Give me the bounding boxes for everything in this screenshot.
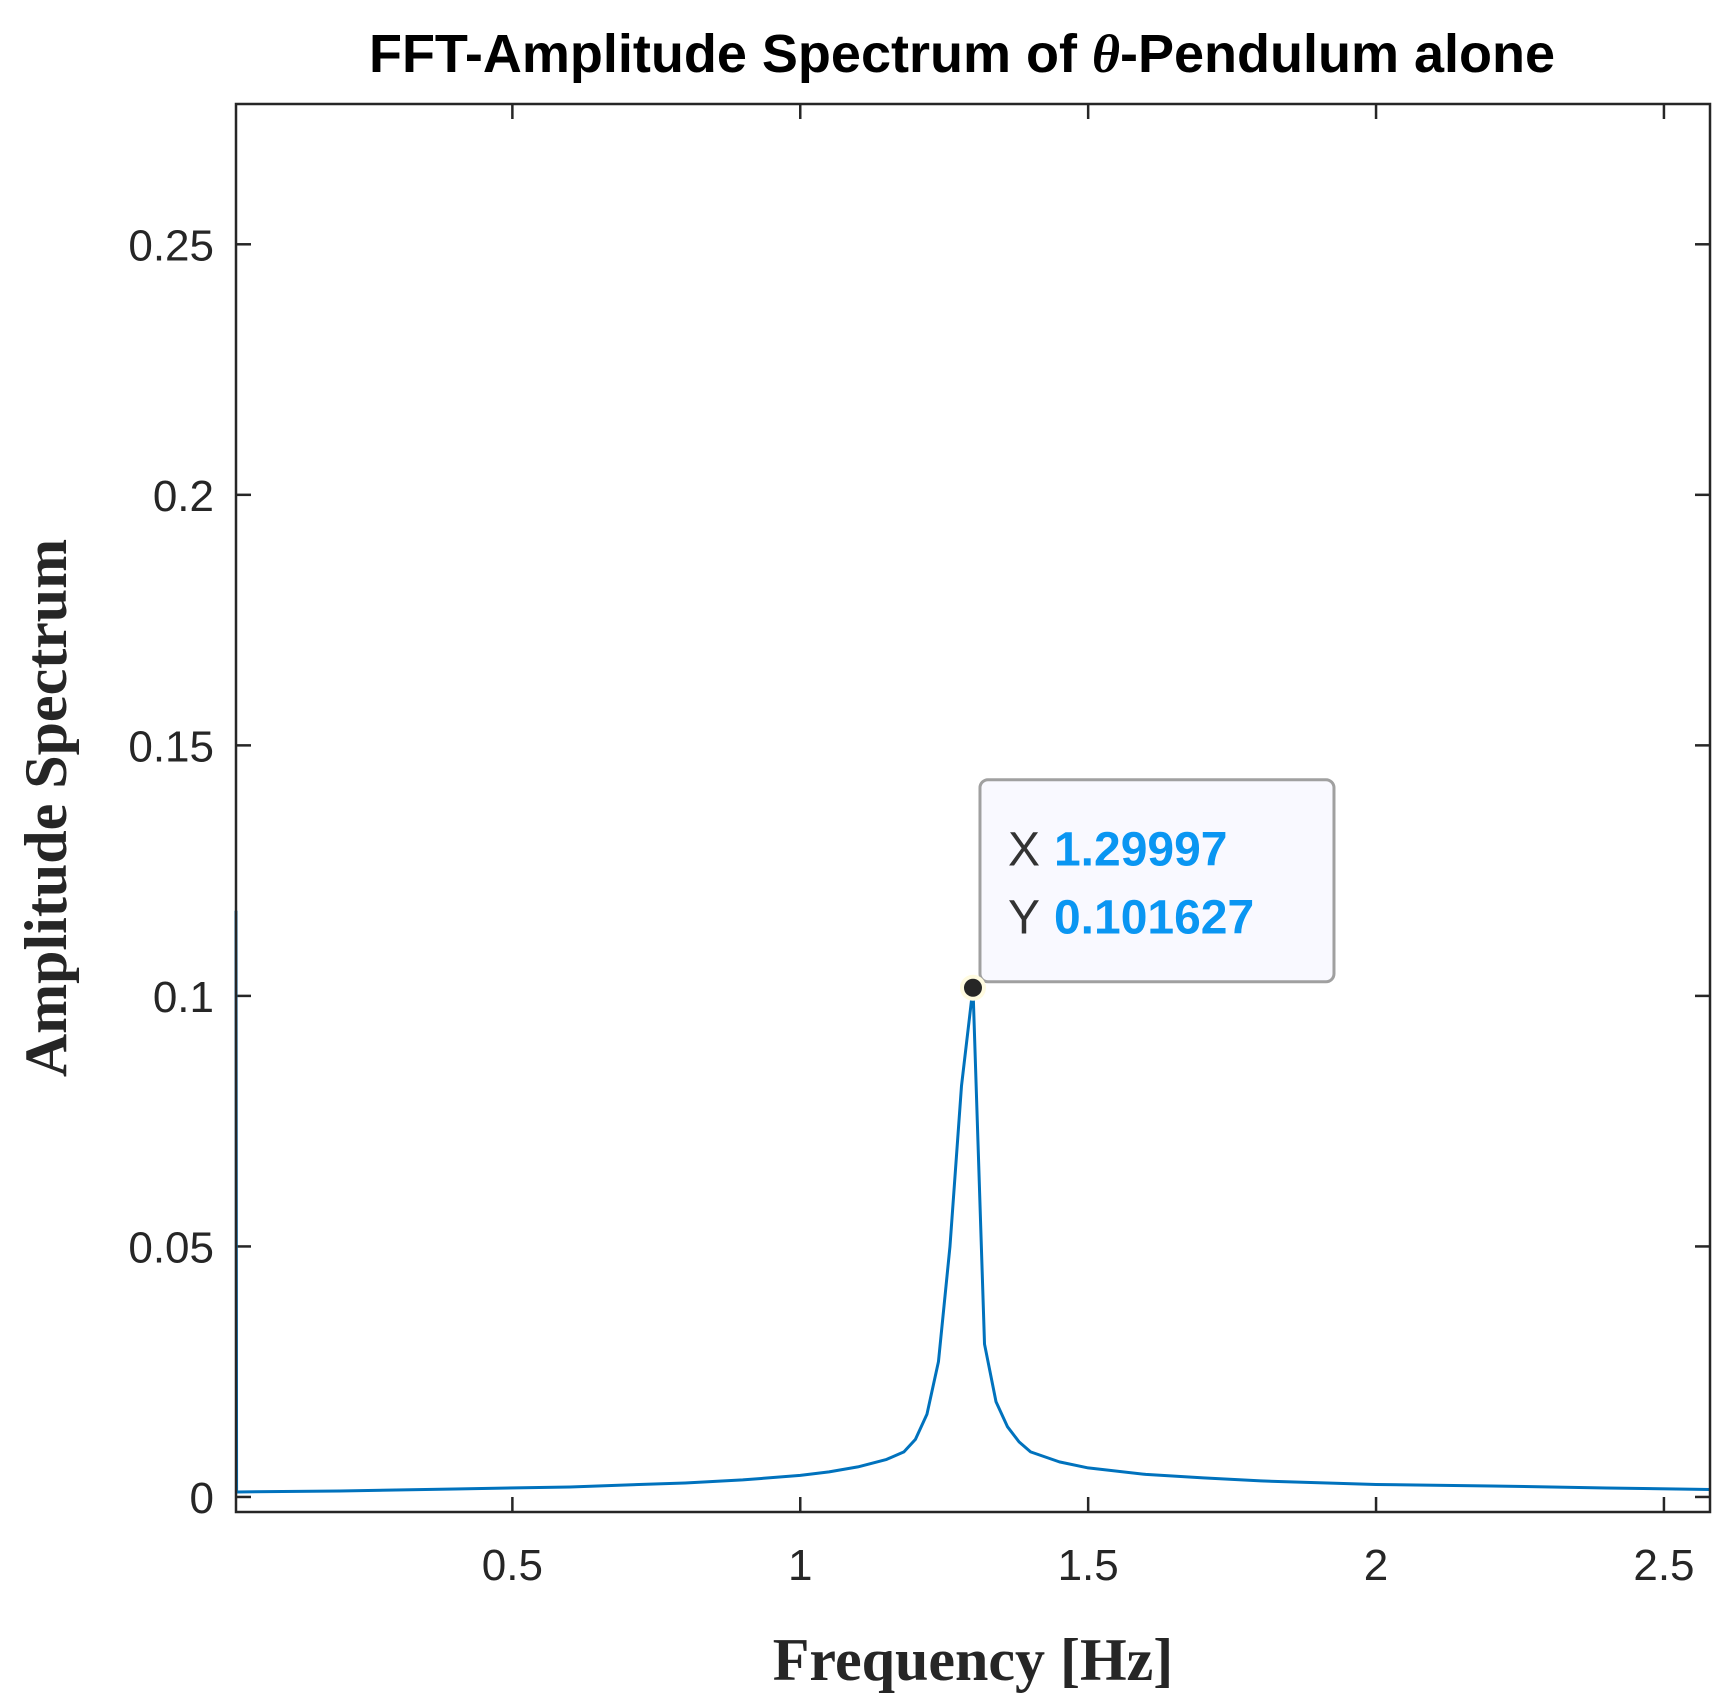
y-tick-label: 0.25 [128,221,214,270]
x-tick-label: 2 [1364,1541,1388,1590]
datatip-marker[interactable] [963,978,982,997]
y-axis-label: Amplitude Spectrum [13,539,79,1077]
x-tick-label: 0.5 [482,1541,543,1590]
y-tick-label: 0 [190,1474,214,1523]
x-tick-label: 1 [788,1541,812,1590]
datatip-x-row: X 1.29997 [1008,824,1228,877]
x-axis-label: Frequency [Hz] [773,1627,1173,1693]
datatip-y-row: Y 0.101627 [1008,892,1254,945]
series-line-spectrum [234,910,1711,1494]
y-tick-label: 0.05 [128,1223,214,1272]
ticks [236,104,1710,1512]
x-tick-label: 2.5 [1633,1541,1694,1590]
datatip[interactable]: X 1.29997 Y 0.101627 [959,778,1336,1001]
datatip-box[interactable] [978,778,1336,984]
plot-background [236,104,1710,1512]
axes-box [234,102,1712,1514]
y-tick-label: 0.15 [128,722,214,771]
theta-symbol: θ [1092,24,1120,84]
x-tick-label: 1.5 [1058,1541,1119,1590]
y-tick-label: 0.1 [153,973,214,1022]
tick-labels: 0.5 1 1.5 2 2.5 0 0.05 0.1 0.15 0.2 0.25 [128,221,1694,1590]
chart-title: FFT-Amplitude Spectrum of θ-Pendulum alo… [369,24,1555,84]
y-tick-label: 0.2 [153,472,214,521]
